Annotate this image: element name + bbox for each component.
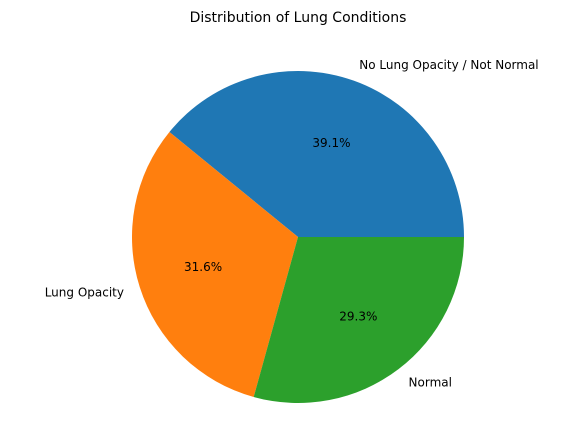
pie-percent-label-2: 31.6% bbox=[184, 260, 222, 274]
pie-category-label-1: No Lung Opacity / Not Normal bbox=[359, 58, 538, 72]
pie-percent-label-3: 29.3% bbox=[339, 309, 377, 323]
chart-title: Distribution of Lung Conditions bbox=[190, 10, 407, 26]
pie-labels: 39.1% No Lung Opacity / Not Normal 31.6% Lu… bbox=[45, 58, 539, 389]
pie-slice-1 bbox=[169, 70, 464, 237]
pie-category-label-2: Lung Opacity bbox=[45, 285, 124, 299]
pie-slice-3 bbox=[253, 237, 464, 404]
pie-percent-label-1: 39.1% bbox=[312, 136, 350, 150]
pie-slice-2 bbox=[131, 131, 298, 397]
pie-slices bbox=[131, 70, 464, 404]
pie-category-label-3: Normal bbox=[409, 375, 452, 389]
